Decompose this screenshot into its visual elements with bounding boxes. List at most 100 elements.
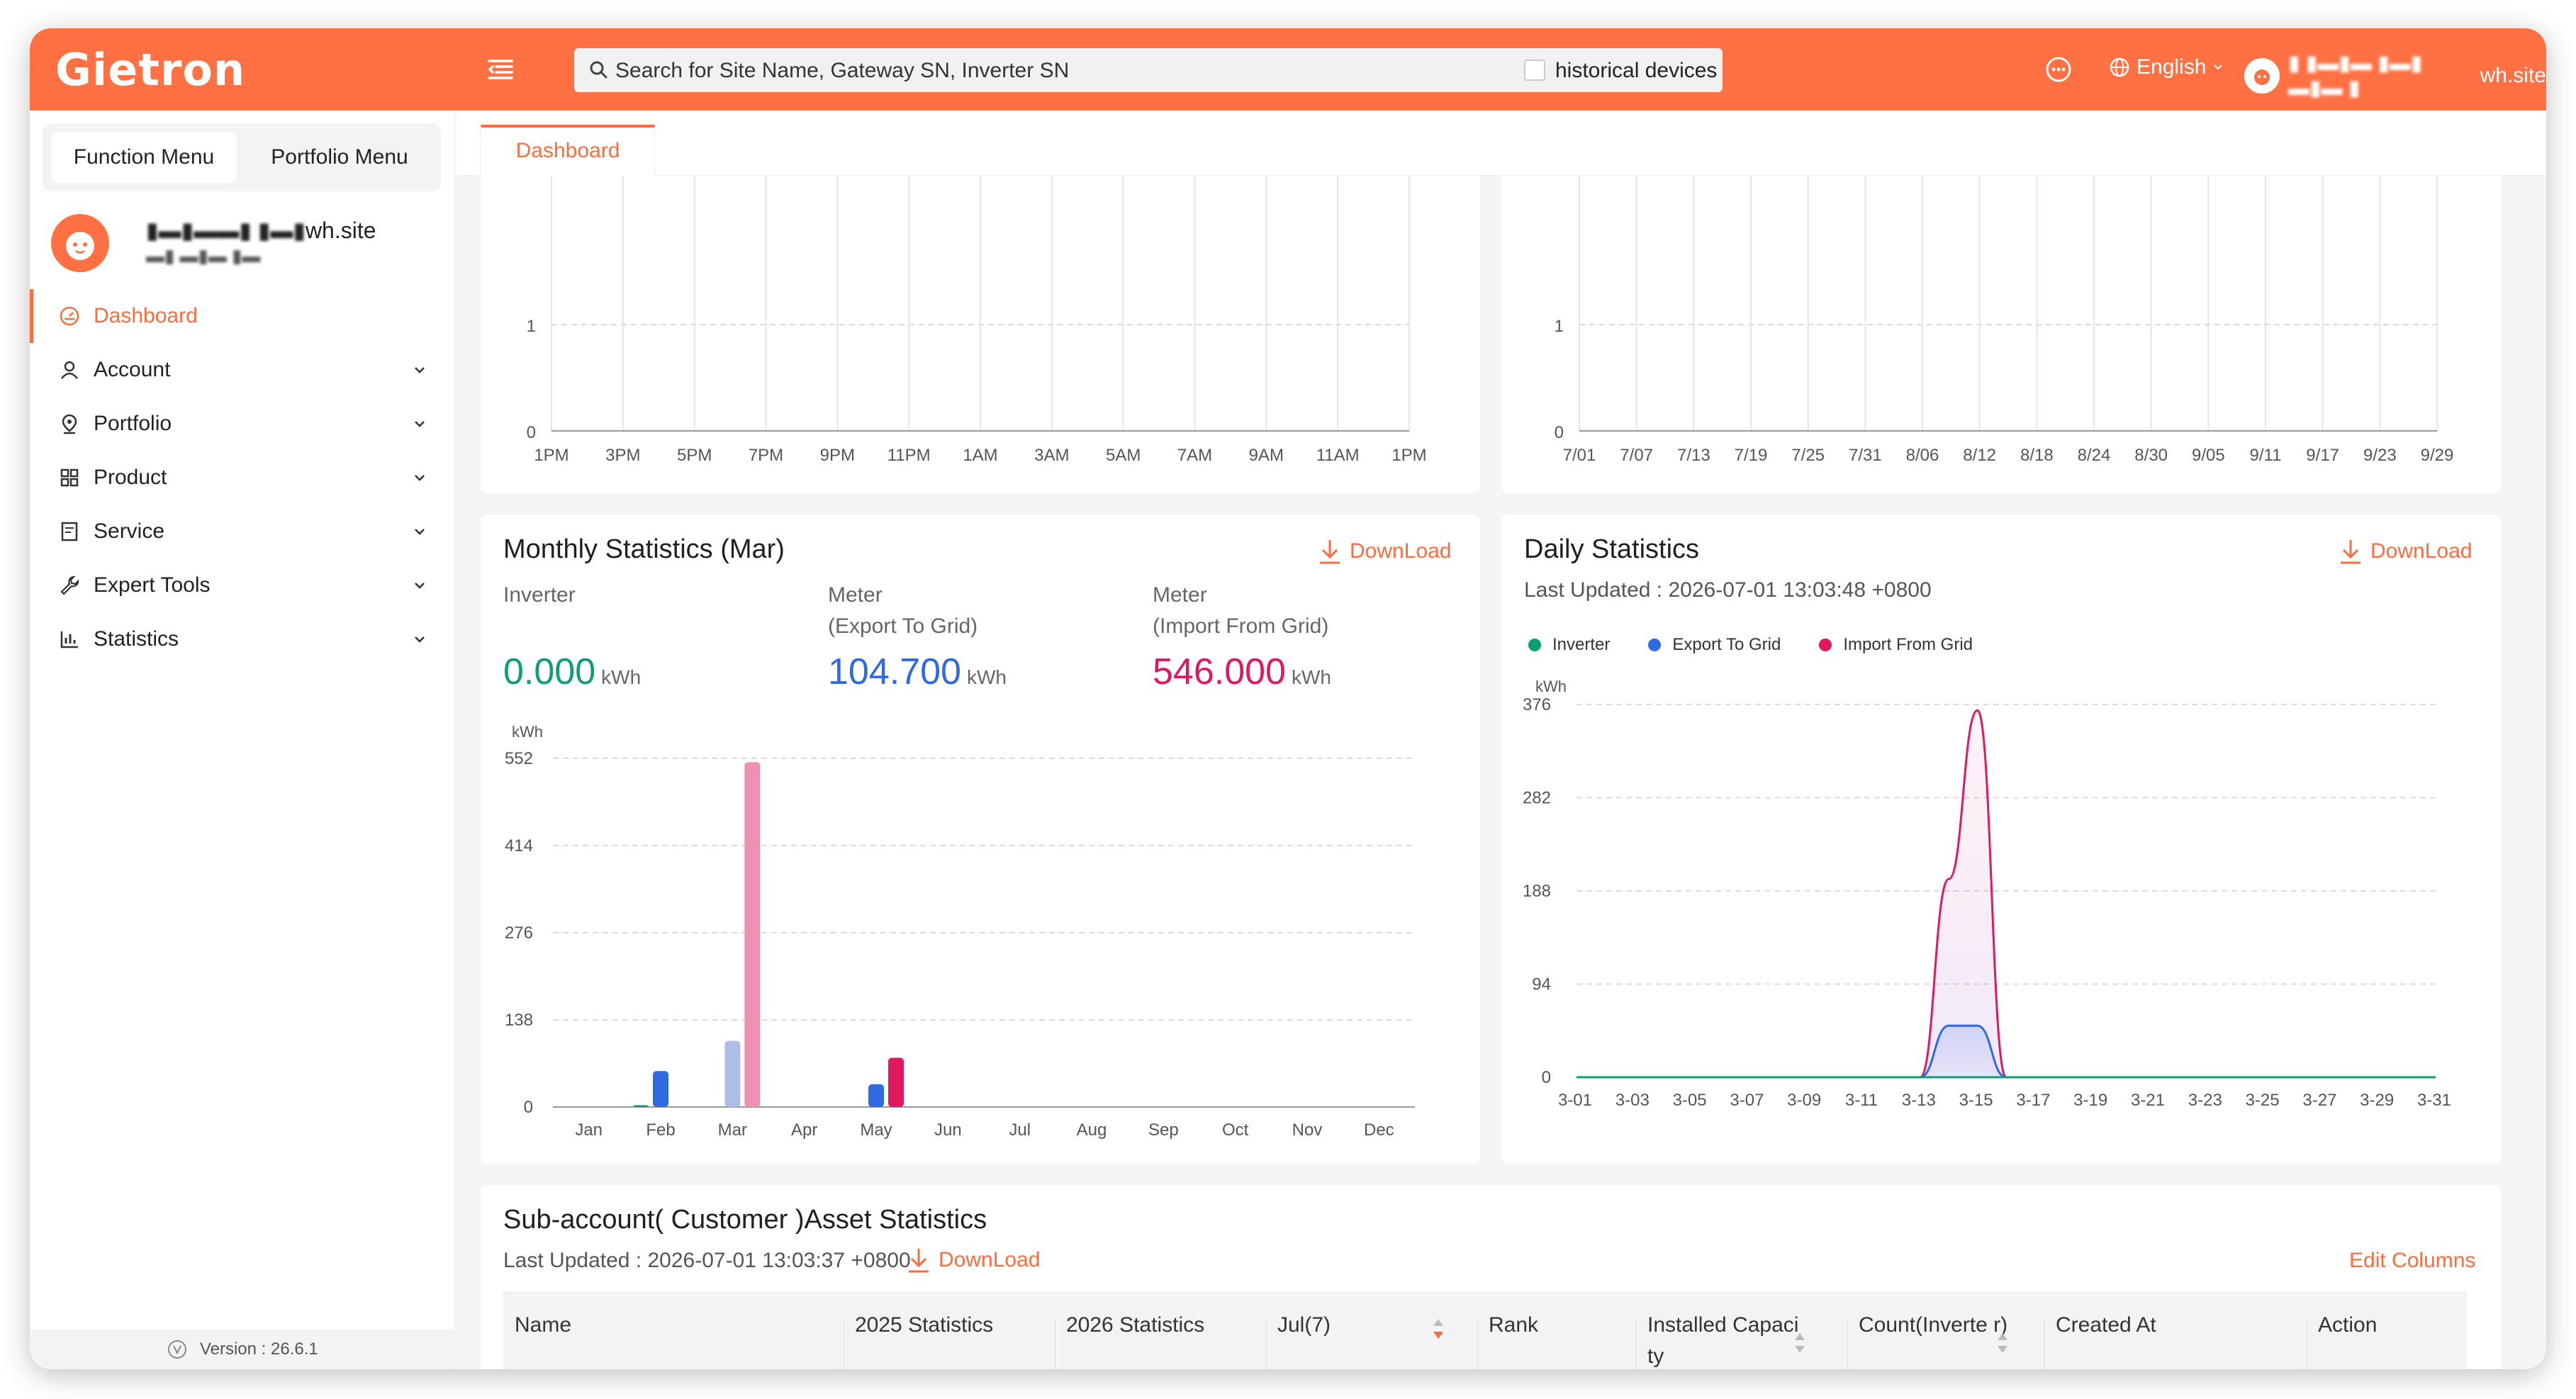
language-selector[interactable]: English: [2108, 55, 2224, 79]
stat-inverter-label: Inverter: [503, 583, 576, 607]
y-tick-label: 188: [1523, 882, 1551, 901]
sort-icon[interactable]: [1995, 1331, 2010, 1355]
brand-logo[interactable]: Gietron: [55, 44, 246, 96]
download-icon: [2341, 540, 2361, 564]
x-tick-label: Jul: [1009, 1120, 1031, 1140]
top-header: Gietron Search for Site Name, Gateway SN…: [30, 28, 2546, 111]
sidebar-item-account[interactable]: Account: [30, 343, 455, 397]
column-header-rank[interactable]: Rank: [1489, 1313, 1539, 1337]
daily-download-button[interactable]: DownLoad: [2338, 537, 2472, 566]
hourly-chart: 1 0 1PM 3PM 5PM 7PM 9PM 11PM 1AM 3AM 5AM 7AM 9AM 11AM…: [527, 176, 1427, 465]
column-header-jul[interactable]: Jul(7): [1277, 1313, 1331, 1337]
app-window: Gietron Search for Site Name, Gateway SN…: [30, 28, 2546, 1369]
version-footer: Version : 26.6.1: [30, 1330, 455, 1369]
stat-import-label: Meter (Import From Grid): [1153, 583, 1329, 638]
line-export-to-grid: [1577, 1024, 2436, 1079]
sort-icon[interactable]: [1792, 1331, 1808, 1355]
x-tick-label: 3-21: [2131, 1091, 2165, 1110]
x-tick-label: Oct: [1222, 1120, 1249, 1140]
sidebar-user-role: ▬▮ ▬▮▬ ▮▬: [146, 245, 261, 266]
avatar: [2244, 58, 2280, 94]
search-input[interactable]: Search for Site Name, Gateway SN, Invert…: [615, 59, 1070, 82]
x-tick-label: 9/29: [2421, 446, 2454, 465]
chevron-down-icon: [415, 529, 425, 535]
column-header-installed-capacity[interactable]: Installed Capaci ty: [1647, 1313, 1799, 1368]
daily-legend: Inverter Export To Grid Import From Grid: [1528, 635, 1973, 655]
grid-icon: [60, 468, 79, 487]
daily-last-updated: Last Updated : 2026-07-01 13:03:48 +0800: [1524, 578, 1932, 602]
tab-portfolio-menu[interactable]: Portfolio Menu: [271, 145, 408, 169]
message-icon[interactable]: [2043, 54, 2074, 85]
line-import-from-grid: [1577, 709, 2436, 1079]
x-tick-label: 3AM: [1034, 446, 1069, 465]
document-icon: [61, 522, 78, 541]
x-tick-label: 8/18: [2020, 446, 2054, 465]
tab-function-menu[interactable]: Function Menu: [51, 132, 237, 183]
chevron-down-icon: [415, 636, 425, 643]
column-header-2025[interactable]: 2025 Statistics: [855, 1313, 994, 1337]
sidebar-item-statistics[interactable]: Statistics: [30, 612, 455, 666]
page-tabs: Dashboard: [455, 111, 2546, 176]
y-tick-label: 138: [505, 1011, 533, 1030]
sidebar-item-label: Dashboard: [94, 304, 198, 327]
x-tick-label: 1PM: [1391, 446, 1426, 465]
legend-item-export[interactable]: Export To Grid: [1648, 635, 1781, 655]
y-axis-unit: kWh: [512, 723, 543, 741]
user-menu[interactable]: ▮ ▮▬▮▬ ▮▬▮ ▬▮▬ ▮ wh.site: [2244, 51, 2546, 101]
y-tick-label: 1: [527, 317, 536, 336]
x-tick-label: 3-29: [2360, 1091, 2394, 1110]
x-tick-label: 3-11: [1845, 1091, 1878, 1110]
subaccount-statistics-card: Sub-account( Customer )Asset Statistics …: [481, 1185, 2501, 1369]
daily-statistics-card: Daily Statistics DownLoad Last Updated :…: [1501, 515, 2501, 1164]
legend-item-inverter[interactable]: Inverter: [1528, 635, 1610, 655]
x-tick-label: 9/23: [2363, 446, 2397, 465]
x-tick-label: 11PM: [887, 446, 931, 465]
tab-dashboard[interactable]: Dashboard: [481, 125, 655, 176]
x-tick-label: 9PM: [820, 446, 855, 465]
table-header: Name 2025 Statistics 2026 Statistics Jul…: [503, 1291, 2467, 1369]
y-tick-label: 376: [1523, 695, 1551, 714]
historical-devices-checkbox[interactable]: [1524, 60, 1545, 81]
monthly-download-button[interactable]: DownLoad: [1317, 537, 1451, 566]
sidebar-item-product[interactable]: Product: [30, 451, 455, 505]
stat-export-value: 104.700 kWh: [828, 651, 1007, 692]
x-tick-label: 3-31: [2417, 1091, 2451, 1110]
column-header-name[interactable]: Name: [515, 1313, 572, 1337]
bar-import-from-grid-may: [888, 1057, 904, 1107]
x-tick-label: 1PM: [534, 446, 569, 465]
legend-item-import[interactable]: Import From Grid: [1819, 635, 1973, 655]
sidebar-item-dashboard[interactable]: Dashboard: [30, 289, 455, 343]
x-tick-label: 3-13: [1902, 1091, 1936, 1110]
search-box[interactable]: Search for Site Name, Gateway SN, Invert…: [574, 48, 1723, 92]
menu-toggle-icon[interactable]: [483, 52, 517, 86]
subaccount-last-updated: Last Updated : 2026-07-01 13:03:37 +0800: [503, 1249, 911, 1272]
stat-inverter-value: 0.000 kWh: [503, 651, 642, 692]
historical-devices-label: historical devices: [1555, 59, 1718, 82]
column-header-created-at[interactable]: Created At: [2056, 1313, 2156, 1337]
x-tick-label: Sep: [1148, 1120, 1179, 1140]
y-tick-label: 0: [1555, 423, 1564, 442]
sidebar-item-expert-tools[interactable]: Expert Tools: [30, 558, 455, 612]
x-tick-label: Nov: [1292, 1120, 1323, 1140]
column-header-action[interactable]: Action: [2318, 1313, 2378, 1337]
globe-icon: [2110, 57, 2129, 77]
column-header-2026[interactable]: 2026 Statistics: [1066, 1313, 1205, 1337]
column-header-count-inverter[interactable]: Count(Inverte r): [1859, 1313, 2008, 1337]
x-tick-label: 9/05: [2192, 446, 2225, 465]
x-tick-label: 3PM: [605, 446, 640, 465]
edit-columns-button[interactable]: Edit Columns: [2349, 1249, 2475, 1273]
x-tick-label: Aug: [1077, 1120, 1107, 1140]
x-tick-label: Dec: [1364, 1120, 1394, 1140]
x-tick-label: 3-15: [1959, 1091, 1993, 1110]
x-tick-label: 8/12: [1963, 446, 1996, 465]
sidebar-item-portfolio[interactable]: Portfolio: [30, 397, 455, 451]
sidebar-nav: Dashboard Account Portfolio Product Serv…: [30, 289, 455, 666]
chevron-down-icon: [415, 421, 425, 427]
x-tick-label: 3-09: [1787, 1091, 1821, 1110]
hourly-chart-card: 1 0 1PM 3PM 5PM 7PM 9PM 11PM 1AM 3AM 5AM 7AM 9AM 11AM…: [481, 176, 1480, 493]
subaccount-download-button[interactable]: DownLoad: [906, 1246, 1040, 1274]
bar-export-to-grid-feb: [653, 1071, 668, 1107]
chevron-down-icon: [415, 475, 425, 481]
sidebar-item-service[interactable]: Service: [30, 505, 455, 558]
sort-icon[interactable]: [1430, 1317, 1446, 1341]
